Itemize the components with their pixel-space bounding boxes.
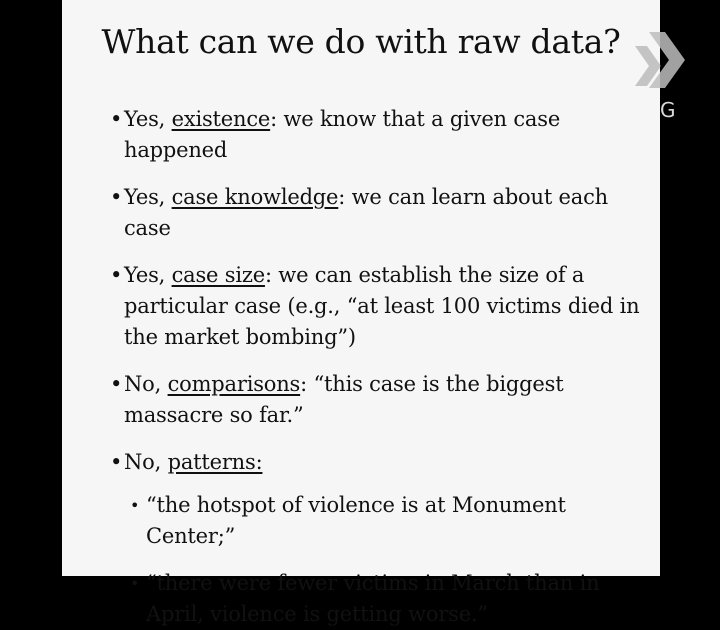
bullet-patterns: • No, patterns: • “the hotspot of violence… <box>110 447 658 630</box>
sub-bullet-text: “the hotspot of violence is at Monument … <box>146 493 566 548</box>
sub-bullet-text: “there were fewer victims in March than … <box>146 571 600 626</box>
sub-bullet-list: • “the hotspot of violence is at Monument… <box>130 490 658 630</box>
sub-bullet-marker: • <box>130 574 140 593</box>
bullet-term: comparisons <box>167 372 301 396</box>
bullet-list: • Yes, existence: we know that a given ca… <box>110 104 658 630</box>
bullet-marker: • <box>110 372 123 396</box>
bullet-prefix: No, <box>124 372 168 396</box>
bullet-text: : we know that a given case happened <box>124 107 561 162</box>
right-black-border <box>660 0 720 576</box>
bullet-text: : we can establish the size of a particu… <box>124 263 640 349</box>
bullet-term: existence <box>171 107 271 131</box>
chevron-logo-icon <box>635 32 685 88</box>
bullet-marker: • <box>110 107 123 131</box>
bullet-existence: • Yes, existence: we know that a given ca… <box>110 104 658 166</box>
sub-bullet-marker: • <box>130 496 140 515</box>
bullet-marker: • <box>110 185 123 209</box>
bullet-case-size: • Yes, case size: we can establish the si… <box>110 260 658 353</box>
left-black-border <box>0 0 62 576</box>
bullet-prefix: No, <box>124 450 168 474</box>
logo-letter: G <box>660 98 676 122</box>
slide-title: What can we do with raw data? <box>101 22 621 61</box>
bullet-prefix: Yes, <box>124 185 172 209</box>
sub-bullet-victims: • “there were fewer victims in March than… <box>130 568 658 630</box>
bullet-prefix: Yes, <box>124 263 172 287</box>
bullet-term: case knowledge <box>171 185 339 209</box>
bullet-text: : we can learn about each case <box>124 185 608 240</box>
bullet-case-knowledge: • Yes, case knowledge: we can learn about… <box>110 182 658 244</box>
bullet-marker: • <box>110 450 123 474</box>
sub-bullet-hotspot: • “the hotspot of violence is at Monument… <box>130 490 658 552</box>
bullet-term: case size <box>171 263 266 287</box>
bullet-marker: • <box>110 263 123 287</box>
bullet-prefix: Yes, <box>124 107 172 131</box>
bullet-text: : “this case is the biggest massacre so … <box>124 372 564 427</box>
bullet-comparisons: • No, comparisons: “this case is the bigg… <box>110 369 658 431</box>
slide-canvas <box>62 0 660 576</box>
bullet-term: patterns: <box>167 450 263 474</box>
